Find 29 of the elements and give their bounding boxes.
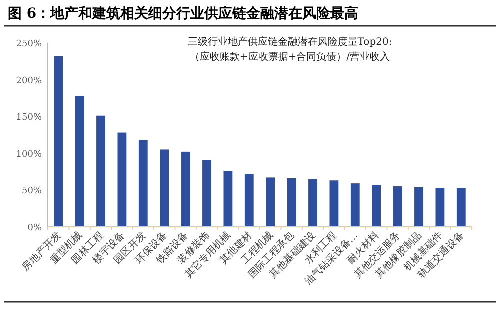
annotation: （应收账款+应收票据+合同负债）/营业收入 <box>190 51 390 63</box>
bar <box>202 160 212 227</box>
bar <box>244 174 254 227</box>
bar <box>414 187 424 227</box>
bar <box>181 152 190 227</box>
chart-subtitle: 三级行业地产供应链金融潜在风险度量Top20: <box>188 36 392 48</box>
bar <box>224 171 233 227</box>
y-tick-label: 150% <box>16 113 42 124</box>
bar <box>372 185 382 227</box>
bar <box>160 150 170 227</box>
y-tick-label: 100% <box>16 150 42 160</box>
bar <box>308 179 318 227</box>
bar <box>54 56 64 227</box>
bar <box>393 186 402 227</box>
bar <box>118 132 127 227</box>
y-tick-label: 0% <box>28 224 42 234</box>
bar <box>266 178 276 227</box>
bar <box>287 178 296 227</box>
bar <box>138 140 148 227</box>
y-tick-label: 50% <box>22 186 42 197</box>
chart-title: 图 6：地产和建筑相关细分行业供应链金融潜在风险最高 <box>8 5 359 22</box>
y-tick-label: 200% <box>16 76 42 86</box>
bar <box>96 116 106 227</box>
bar <box>436 188 445 227</box>
bar <box>75 96 84 227</box>
bar <box>350 184 360 227</box>
bar <box>330 180 339 227</box>
y-tick-label: 250% <box>16 40 42 50</box>
bar <box>456 188 466 227</box>
